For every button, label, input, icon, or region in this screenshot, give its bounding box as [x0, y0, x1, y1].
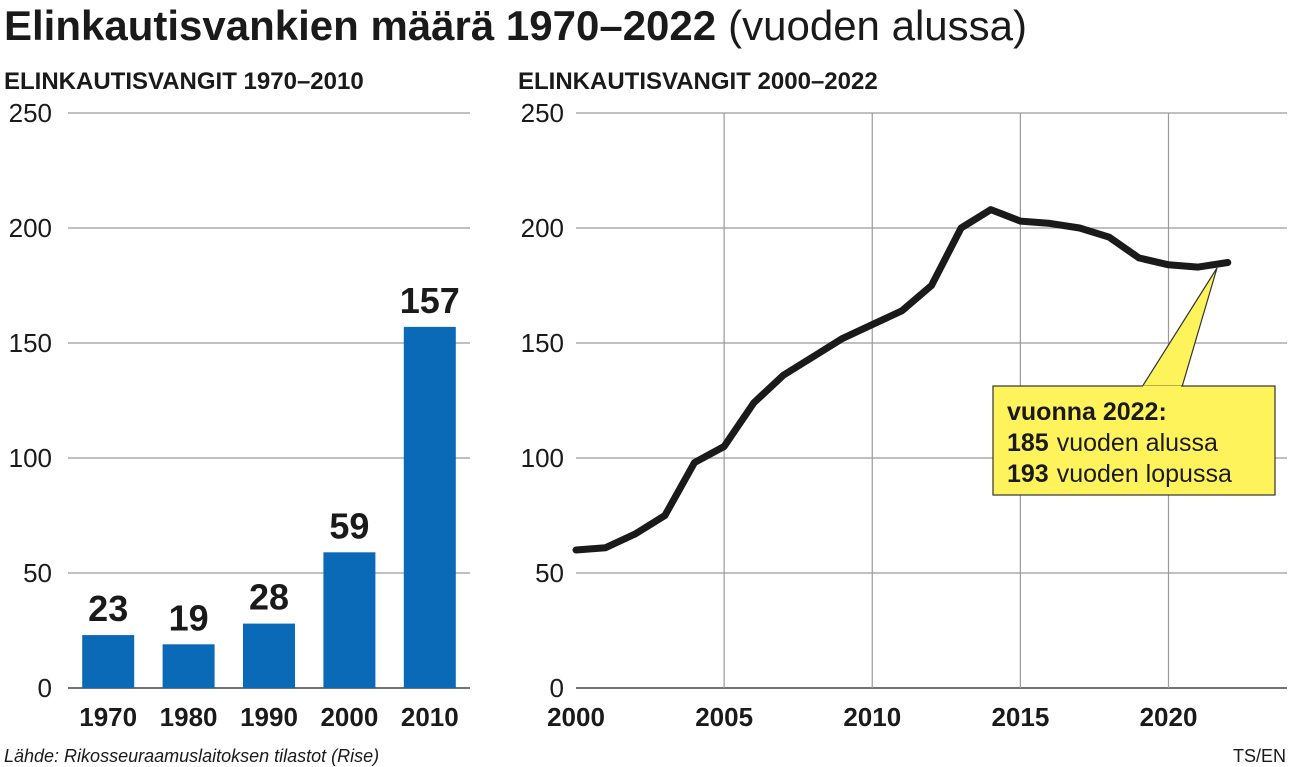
value-label: 59: [329, 505, 369, 546]
value-label: 23: [88, 588, 128, 629]
annotation-line: 185 vuoden alussa: [1007, 429, 1218, 457]
y-tick-label: 150: [9, 328, 52, 358]
annotation-pointer: [1140, 267, 1218, 388]
chart-title: Elinkautisvankien määrä 1970–2022 (vuoden…: [4, 2, 1027, 49]
plots: 0501001502002502319701919802819905920001…: [9, 98, 1287, 732]
x-tick-label: 2000: [547, 702, 605, 732]
y-tick-label: 150: [521, 328, 564, 358]
x-tick-label: 1990: [240, 702, 298, 732]
bar: [403, 326, 456, 688]
x-tick-label: 1970: [79, 702, 137, 732]
credit: TS/EN: [1233, 746, 1286, 766]
y-tick-label: 250: [521, 98, 564, 128]
y-tick-label: 250: [9, 98, 52, 128]
bar: [162, 644, 215, 688]
annotation-line: 193 vuoden lopussa: [1007, 460, 1232, 488]
value-label: 28: [249, 577, 289, 618]
y-tick-label: 100: [9, 443, 52, 473]
annotation: vuonna 2022: 185 vuoden alussa 193 vuoden …: [992, 267, 1276, 496]
value-label: 157: [400, 280, 460, 321]
y-tick-label: 100: [521, 443, 564, 473]
y-tick-label: 0: [550, 673, 564, 703]
subtitle: (vuoden alussa): [728, 2, 1027, 49]
x-tick-label: 2020: [1140, 702, 1198, 732]
annotation-number: 185: [1007, 429, 1049, 457]
annotation-text: vuoden lopussa: [1057, 460, 1232, 488]
x-tick-label: 2000: [320, 702, 378, 732]
y-tick-label: 50: [535, 558, 564, 588]
source: Lähde: Rikosseuraamuslaitoksen tilastot …: [4, 746, 379, 766]
x-tick-label: 2010: [843, 702, 901, 732]
y-tick-label: 200: [9, 213, 52, 243]
x-tick-label: 2005: [695, 702, 753, 732]
y-tick-label: 0: [38, 673, 52, 703]
x-tick-label: 1980: [160, 702, 218, 732]
bar: [243, 623, 295, 688]
value-label: 19: [169, 597, 209, 638]
bar: [82, 635, 135, 688]
x-tick-label: 2010: [401, 702, 459, 732]
annotation-number: 193: [1007, 460, 1049, 488]
annotation-box: [992, 385, 1276, 496]
y-tick-label: 200: [521, 213, 564, 243]
bar: [323, 552, 376, 688]
panel-title: ELINKAUTISVANGIT 2000–2022: [518, 68, 878, 95]
annotation-heading: vuonna 2022:: [1007, 398, 1167, 426]
line: [572, 206, 1232, 554]
x-tick-label: 2015: [991, 702, 1049, 732]
panel-title: ELINKAUTISVANGIT 1970–2010: [4, 68, 364, 95]
annotation-text: vuoden alussa: [1057, 429, 1218, 457]
title: Elinkautisvankien määrä 1970–2022: [4, 2, 716, 49]
y-tick-label: 50: [23, 558, 52, 588]
